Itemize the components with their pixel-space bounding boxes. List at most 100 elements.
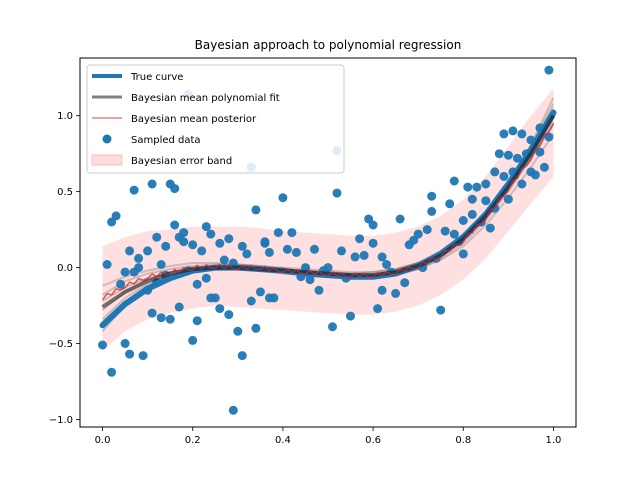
- sampled-data-point: [138, 351, 148, 361]
- legend-label: Bayesian mean posterior: [131, 114, 257, 125]
- legend-label: Bayesian mean polynomial fit: [131, 93, 280, 104]
- sampled-data-point: [337, 246, 346, 256]
- sampled-data-point: [251, 323, 261, 333]
- sampled-data-point: [517, 129, 527, 139]
- sampled-data-point: [246, 296, 256, 306]
- sampled-data-point: [98, 340, 107, 350]
- sampled-data-point: [535, 147, 545, 157]
- chart-title: Bayesian approach to polynomial regressi…: [195, 38, 462, 52]
- sampled-data-point: [535, 123, 545, 133]
- sampled-data-point: [264, 247, 274, 257]
- sampled-data-point: [228, 258, 238, 268]
- y-axis: −1.0 −0.5 0.0 0.5 1.0: [49, 111, 80, 426]
- sampled-data-point: [301, 263, 310, 273]
- sampled-data-point: [210, 293, 220, 303]
- sampled-data-point: [305, 275, 315, 285]
- plot-area: [98, 65, 557, 415]
- sampled-data-point: [377, 285, 387, 295]
- sampled-data-point: [147, 308, 157, 318]
- sampled-data-point: [120, 267, 130, 277]
- x-tick-label: 1.0: [546, 435, 562, 446]
- sampled-data-point: [273, 228, 283, 238]
- sampled-data-point: [147, 179, 157, 189]
- y-tick-label: 1.0: [57, 111, 73, 122]
- sampled-data-point: [413, 229, 423, 239]
- sampled-data-point: [179, 228, 189, 238]
- sampled-data-point: [269, 293, 279, 303]
- sampled-data-point: [156, 313, 166, 323]
- sampled-data-point: [242, 249, 252, 259]
- sampled-data-point: [526, 135, 536, 145]
- sampled-data-point: [458, 216, 468, 225]
- sampled-data-point: [206, 229, 216, 239]
- sampled-data-point: [188, 240, 198, 250]
- sampled-data-point: [224, 234, 234, 244]
- y-tick-label: −1.0: [49, 415, 73, 426]
- sampled-data-point: [107, 367, 117, 377]
- sampled-data-point: [490, 167, 500, 177]
- sampled-data-point: [377, 252, 387, 262]
- x-axis: 0.0 0.2 0.4 0.6 0.8 1.0: [95, 427, 562, 446]
- x-tick-label: 0.4: [275, 435, 291, 446]
- sampled-data-layer: [98, 65, 554, 415]
- x-tick-label: 0.8: [455, 435, 471, 446]
- sampled-data-point: [134, 263, 144, 273]
- sampled-data-point: [395, 214, 405, 224]
- x-tick-label: 0.0: [95, 435, 111, 446]
- sampled-data-point: [458, 249, 468, 259]
- sampled-data-point: [143, 246, 153, 256]
- mean-posterior-layer: [101, 122, 555, 301]
- sampled-data-point: [355, 234, 365, 244]
- sampled-data-point: [237, 241, 247, 251]
- sampled-data-point: [373, 304, 383, 314]
- sampled-data-point: [291, 247, 301, 257]
- sampled-data-point: [233, 326, 243, 336]
- sampled-data-point: [179, 237, 189, 247]
- sampled-data-point: [188, 335, 198, 345]
- sampled-data-point: [102, 260, 112, 269]
- sampled-data-point: [161, 241, 171, 251]
- sampled-data-point: [503, 150, 513, 160]
- sampled-data-point: [544, 132, 554, 142]
- sampled-data-point: [129, 185, 139, 195]
- sampled-data-point: [120, 339, 130, 348]
- sampled-data-point: [391, 288, 401, 298]
- sampled-data-point: [499, 129, 509, 139]
- sampled-data-point: [156, 260, 166, 269]
- mean-posterior-line: [101, 122, 555, 301]
- legend-label: Bayesian error band: [131, 156, 232, 167]
- sampled-data-point: [228, 405, 238, 415]
- sampled-data-point: [201, 273, 211, 283]
- sampled-data-point: [310, 244, 319, 254]
- sampled-data-point: [517, 179, 527, 189]
- sampled-data-point: [314, 285, 324, 295]
- sampled-data-point: [427, 206, 437, 216]
- sampled-data-point: [508, 126, 518, 136]
- sampled-data-point: [503, 194, 513, 204]
- sampled-data-point: [224, 310, 234, 320]
- sampled-data-point: [481, 179, 491, 189]
- sampled-data-point: [463, 182, 473, 192]
- mean-fit-layer: [101, 114, 556, 309]
- legend-label: True curve: [130, 72, 183, 83]
- legend-marker-swatch: [102, 134, 112, 144]
- sampled-data-point: [170, 184, 180, 194]
- sampled-data-point: [332, 188, 342, 198]
- sampled-data-point: [251, 205, 261, 215]
- sampled-data-point: [422, 225, 432, 235]
- legend-patch-swatch: [91, 154, 123, 166]
- sampled-data-point: [328, 322, 337, 332]
- sampled-data-point: [400, 278, 410, 288]
- sampled-data-point: [111, 211, 121, 221]
- sampled-data-point: [170, 220, 180, 230]
- sampled-data-point: [152, 232, 162, 242]
- sampled-data-point: [436, 305, 446, 315]
- legend: True curve Bayesian mean polynomial fit Ba…: [86, 64, 345, 174]
- sampled-data-point: [485, 223, 495, 233]
- sampled-data-point: [192, 279, 202, 289]
- sampled-data-point: [440, 226, 450, 236]
- axes-frame: [79, 57, 577, 428]
- sampled-data-point: [125, 246, 135, 256]
- sampled-data-point: [494, 149, 504, 159]
- sampled-data-point: [237, 351, 247, 361]
